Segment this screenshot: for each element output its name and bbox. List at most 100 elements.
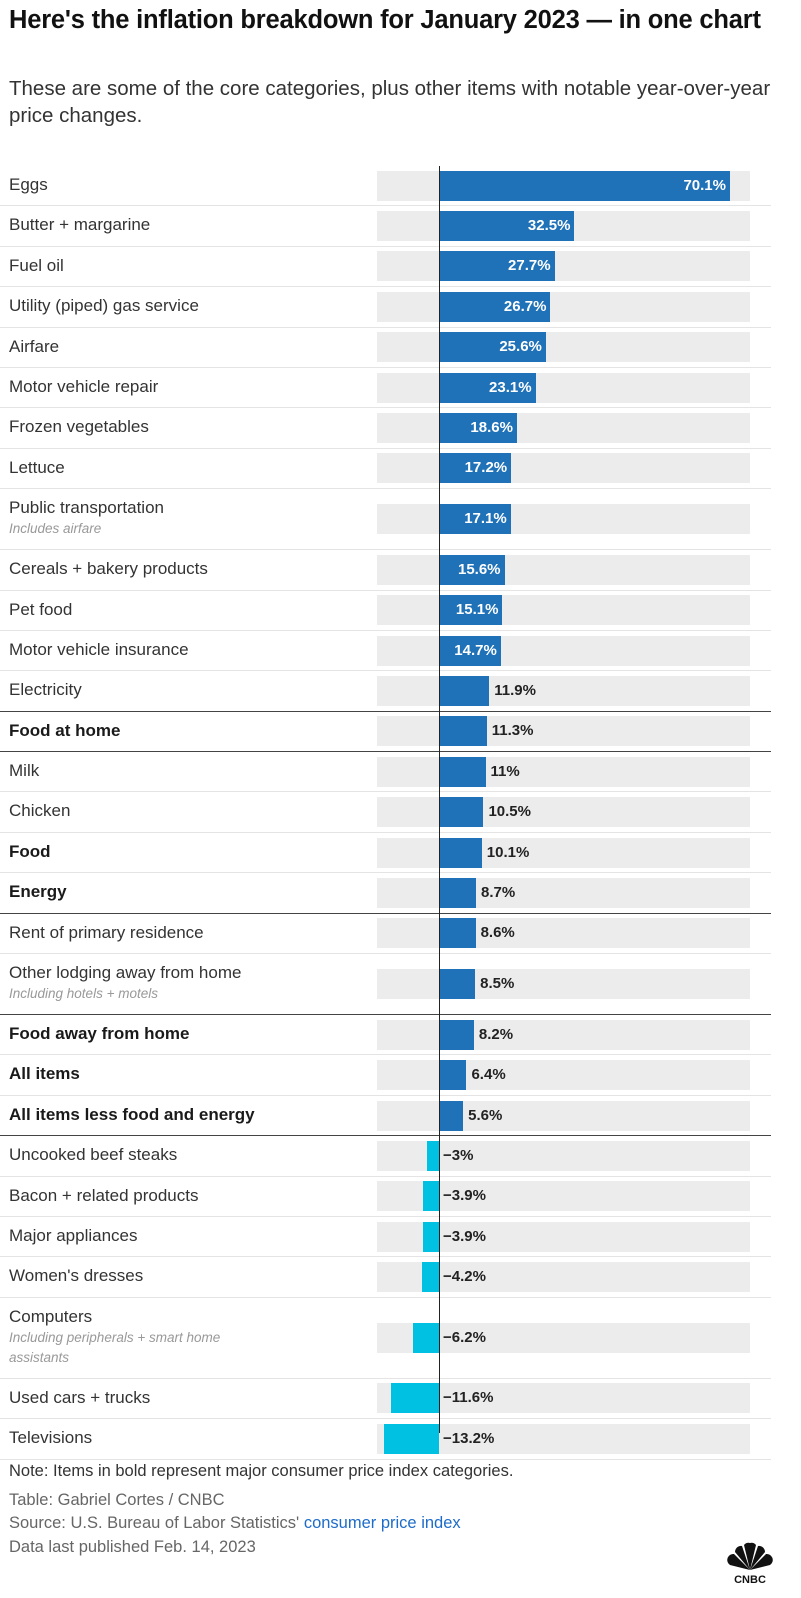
row-label-group: Uncooked beef steaks <box>9 1144 359 1166</box>
row-label: Uncooked beef steaks <box>9 1145 178 1165</box>
bar <box>440 918 476 949</box>
bar <box>440 291 551 322</box>
row-label-group: Rent of primary residence <box>9 922 359 944</box>
row-label-group: Bacon + related products <box>9 1185 359 1207</box>
bar-track <box>377 1060 750 1091</box>
table-row: Public transportation Includes airfare 17.… <box>0 489 771 551</box>
bar <box>440 413 517 444</box>
bar-table: Eggs 70.1% Butter + margarine 32.5% Fuel oil… <box>0 166 801 1460</box>
bar-value-label: 14.7% <box>454 641 497 659</box>
row-label: Frozen vegetables <box>9 417 149 437</box>
bar <box>440 797 484 828</box>
bar-value-label: 32.5% <box>527 217 571 235</box>
bar-track <box>377 969 750 1000</box>
bar <box>440 332 546 363</box>
table-row: Milk 11% <box>0 752 771 793</box>
table-row: Electricity 11.9% <box>0 671 771 712</box>
chart-title: Here's the inflation breakdown for Janua… <box>9 6 761 34</box>
bar-track <box>377 504 750 535</box>
row-note: Including hotels + motels <box>9 986 158 1002</box>
row-label-group: Food at home <box>9 720 359 742</box>
chart-subtitle: These are some of the core categories, p… <box>9 77 771 127</box>
bar-value-label: 8.7% <box>480 883 516 901</box>
row-label-group: Computers Including peripherals + smart h… <box>9 1306 359 1368</box>
bar <box>440 1100 464 1131</box>
row-label: Cereals + bakery products <box>9 559 208 579</box>
row-label-group: Milk <box>9 760 359 782</box>
source-link[interactable]: consumer price index <box>303 1514 461 1532</box>
table-row: Food away from home 8.2% <box>0 1015 771 1056</box>
row-label: Lettuce <box>9 457 65 477</box>
bar <box>384 1423 439 1454</box>
cnbc-peacock-logo: CNBC <box>727 1542 773 1585</box>
bar-value-label: −11.6% <box>443 1389 494 1407</box>
bar-value-label: 10.5% <box>488 803 531 821</box>
row-label: Food away from home <box>9 1024 190 1044</box>
bar-value-label: 11% <box>490 762 520 780</box>
bar <box>440 969 476 1000</box>
bar <box>440 453 512 484</box>
table-row: Motor vehicle insurance 14.7% <box>0 631 771 672</box>
row-label-group: Lettuce <box>9 457 359 479</box>
bar-track <box>377 372 750 403</box>
table-row: Uncooked beef steaks −3% <box>0 1136 771 1177</box>
row-label-group: Women's dresses <box>9 1265 359 1287</box>
zero-axis-line <box>439 166 440 1433</box>
row-label-group: All items less food and energy <box>9 1104 359 1126</box>
table-row: Chicken 10.5% <box>0 792 771 833</box>
table-row: All items less food and energy 5.6% <box>0 1096 771 1137</box>
table-row: Motor vehicle repair 23.1% <box>0 368 771 409</box>
row-label-group: Utility (piped) gas service <box>9 295 359 317</box>
bar-track <box>377 413 750 444</box>
row-label-group: Chicken <box>9 800 359 822</box>
bar-track <box>377 554 750 585</box>
table-row: Pet food 15.1% <box>0 591 771 631</box>
row-label-group: Major appliances <box>9 1225 359 1247</box>
bar-track <box>377 1100 750 1131</box>
row-label-group: Frozen vegetables <box>9 416 359 438</box>
source-line: Source: U.S. Bureau of Labor Statistics'… <box>9 1512 709 1536</box>
bar-track <box>377 756 750 787</box>
logo-wordmark: CNBC <box>734 1574 766 1585</box>
table-credit: Table: Gabriel Cortes / CNBC <box>9 1490 225 1509</box>
row-label: Milk <box>9 761 40 781</box>
bar <box>390 1383 439 1414</box>
row-note: Includes airfare <box>9 521 102 537</box>
row-note: Including peripherals + smart home assis… <box>9 1329 221 1365</box>
table-row: Used cars + trucks −11.6% <box>0 1379 771 1420</box>
row-label-group: Butter + margarine <box>9 214 359 236</box>
bar-value-label: −3.9% <box>443 1227 486 1245</box>
row-label-group: Used cars + trucks <box>9 1387 359 1409</box>
row-label-group: All items <box>9 1063 359 1085</box>
table-row: Butter + margarine 32.5% <box>0 206 771 247</box>
bar <box>440 675 490 706</box>
row-label-group: Electricity <box>9 679 359 701</box>
table-row: Food at home 11.3% <box>0 712 771 753</box>
bar-value-label: −13.2% <box>443 1429 495 1447</box>
bar-track <box>377 675 750 706</box>
bar-track <box>377 716 750 747</box>
bar-value-label: 8.5% <box>480 975 515 993</box>
bar <box>421 1262 439 1293</box>
bar <box>422 1181 439 1212</box>
table-row: Eggs 70.1% <box>0 166 771 207</box>
row-label: Eggs <box>9 175 48 194</box>
row-label-group: Motor vehicle repair <box>9 376 359 398</box>
row-label: Computers <box>9 1306 93 1326</box>
row-label-group: Pet food <box>9 599 359 621</box>
table-row: Major appliances −3.9% <box>0 1217 771 1258</box>
row-label: Food at home <box>9 720 121 740</box>
row-label: Major appliances <box>9 1225 138 1245</box>
bar-value-label: 8.2% <box>478 1025 514 1043</box>
bar <box>440 756 486 787</box>
row-label-group: Fuel oil <box>9 255 359 277</box>
table-row: Other lodging away from home Including ho… <box>0 954 771 1016</box>
row-label: Televisions <box>9 1428 93 1448</box>
row-label: Fuel oil <box>9 255 64 275</box>
table-row: Energy 8.7% <box>0 873 771 914</box>
table-row: Airfare 25.6% <box>0 328 771 368</box>
source-prefix: Source: U.S. Bureau of Labor Statistics' <box>9 1514 300 1532</box>
bar-track <box>377 797 750 828</box>
bar-value-label: 27.7% <box>508 257 551 275</box>
table-row: Bacon + related products −3.9% <box>0 1177 771 1217</box>
